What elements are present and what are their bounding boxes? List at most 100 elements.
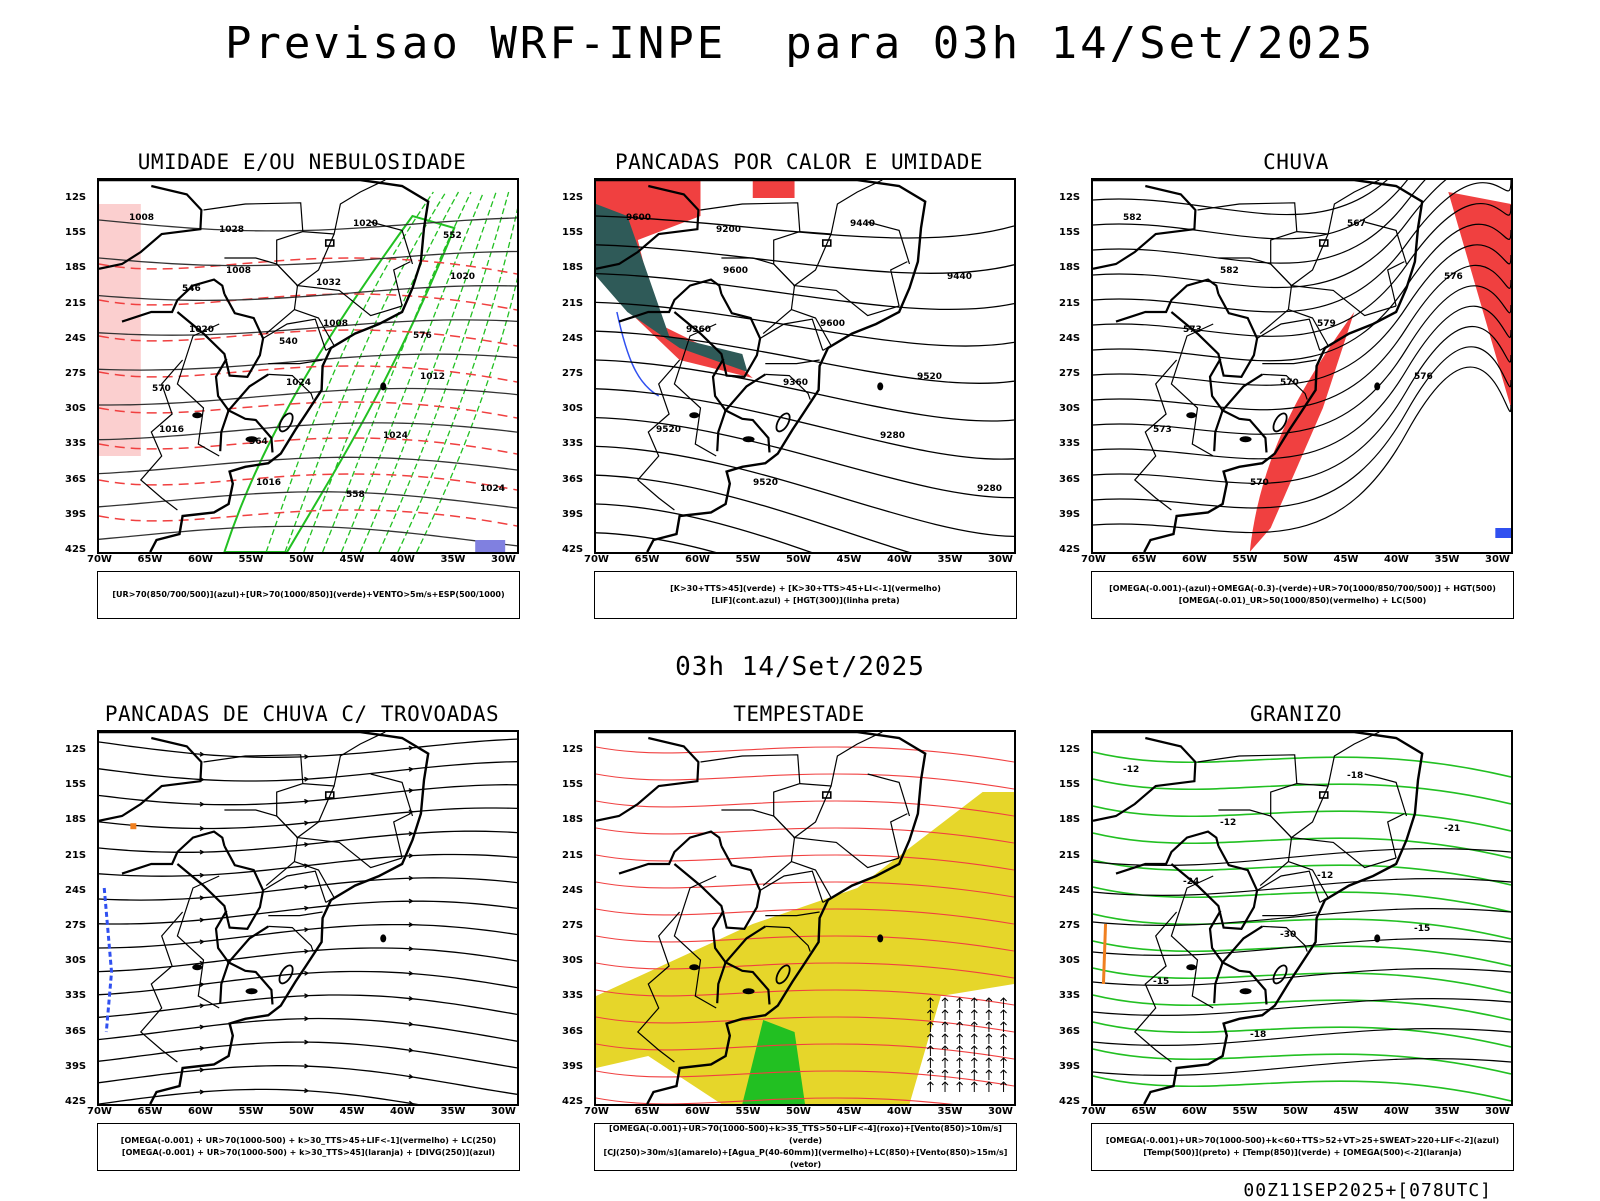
lon-tick-label: 45W bbox=[836, 554, 862, 565]
map-drawing-umidade: 1008 1008 1008 1012 1016 1016 1020 1020 1020 1024… bbox=[99, 180, 517, 552]
lat-tick-label: 33S bbox=[65, 438, 87, 450]
lon-tick-label: 60W bbox=[685, 554, 710, 565]
lat-tick-label: 18S bbox=[562, 262, 584, 274]
forecast-time-title: 03h 14/Set/2025 bbox=[675, 652, 925, 682]
lat-tick-label: 33S bbox=[562, 438, 584, 450]
lon-tick-label: 40W bbox=[1384, 1106, 1409, 1117]
legend-umidade: [UR>70(850/700/500)](azul)+[UR>70(1000/8… bbox=[97, 571, 520, 619]
contour-label: -12 bbox=[1220, 818, 1236, 828]
lon-tick-label: 70W bbox=[1081, 1106, 1106, 1117]
lon-tick-label: 30W bbox=[988, 1106, 1013, 1117]
lon-tick-label: 35W bbox=[937, 554, 963, 565]
lon-tick-label: 65W bbox=[1131, 1106, 1157, 1117]
legend-line: [UR>70(850/700/500)](azul)+[UR>70(1000/8… bbox=[112, 590, 505, 599]
lat-tick-label: 18S bbox=[1059, 814, 1081, 826]
map-drawing-tempestade bbox=[596, 732, 1014, 1104]
lat-tick-label: 27S bbox=[1059, 920, 1081, 931]
legend-line: [OMEGA(-0.01)_UR>50(1000/850)(vermelho) … bbox=[1178, 596, 1427, 605]
lon-tick-label: 65W bbox=[634, 554, 660, 565]
legend-line: [Temp(500)](preto) + [Temp(850)](verde) … bbox=[1143, 1148, 1462, 1157]
lat-tick-label: 36S bbox=[65, 473, 87, 485]
contour-label: 582 bbox=[1220, 266, 1239, 276]
lat-tick-label: 36S bbox=[562, 473, 584, 485]
lon-tick-label: 65W bbox=[137, 554, 163, 565]
lat-tick-label: 12S bbox=[1059, 744, 1081, 755]
lon-tick-label: 60W bbox=[188, 554, 213, 565]
lon-tick-label: 50W bbox=[1283, 554, 1308, 565]
lat-tick-label: 15S bbox=[1059, 779, 1081, 791]
panel-title-granizo: GRANIZO bbox=[1249, 702, 1342, 726]
legend-line: [OMEGA(-0.001)+UR>70(1000-500)+k>35_TTS>… bbox=[609, 1124, 1002, 1145]
lon-tick-label: 70W bbox=[87, 1106, 112, 1117]
lat-tick-label: 42S bbox=[65, 1096, 87, 1107]
contour-label: 1016 bbox=[159, 425, 184, 435]
legend-granizo: [OMEGA(-0.001)+UR>70(1000-500)+k<60+TTS>… bbox=[1091, 1123, 1514, 1171]
lon-tick-label: 35W bbox=[440, 554, 466, 565]
lon-tick-label: 65W bbox=[1131, 554, 1157, 565]
contour-label: 1012 bbox=[420, 372, 445, 382]
lat-tick-label: 12S bbox=[65, 192, 87, 203]
lat-tick-label: 24S bbox=[562, 884, 584, 896]
contour-label: 546 bbox=[182, 284, 201, 294]
legend-pancadas-calor: [K>30+TTS>45](verde) + [K>30+TTS>45+LI<-… bbox=[594, 571, 1017, 619]
panel-title-trovoadas: PANCADAS DE CHUVA C/ TROVOADAS bbox=[104, 702, 500, 726]
lat-tick-label: 15S bbox=[65, 227, 87, 239]
lat-tick-label: 27S bbox=[1059, 368, 1081, 379]
model-run-label: 00Z11SEP2025+[078UTC] bbox=[1243, 1180, 1492, 1201]
lon-tick-label: 30W bbox=[491, 554, 516, 565]
map-umidade: 1008 1008 1008 1012 1016 1016 1020 1020 1020 1024… bbox=[97, 178, 519, 554]
lat-tick-label: 39S bbox=[1059, 1060, 1081, 1072]
contour-label: 1016 bbox=[256, 478, 281, 488]
lat-tick-label: 15S bbox=[65, 779, 87, 791]
contour-label: 576 bbox=[1414, 372, 1433, 382]
map-drawing-chuva: 582 582 579 576 573 570 567 576 573 570 bbox=[1093, 180, 1511, 552]
lat-tick-label: 21S bbox=[1059, 849, 1081, 861]
lat-tick-label: 18S bbox=[562, 814, 584, 826]
contour-label: 9200 bbox=[716, 225, 741, 235]
contour-label: 9600 bbox=[723, 266, 748, 276]
contour-label: 564 bbox=[249, 437, 268, 447]
lon-tick-label: 55W bbox=[735, 554, 761, 565]
legend-line: [CJ(250)>30m/s](amarelo)+[Agua_P(40-60mm… bbox=[603, 1148, 1008, 1169]
contour-label: 567 bbox=[1347, 219, 1366, 229]
lon-tick-label: 65W bbox=[634, 1106, 660, 1117]
contour-label: 579 bbox=[1317, 319, 1336, 329]
lat-tick-label: 36S bbox=[562, 1025, 584, 1037]
legend-chuva: [OMEGA(-0.001)-(azul)+OMEGA(-0.3)-(verde… bbox=[1091, 571, 1514, 619]
legend-line: [LIF](cont.azul) + [HGT(300)](linha pret… bbox=[711, 596, 900, 605]
lat-tick-label: 15S bbox=[562, 227, 584, 239]
map-tempestade bbox=[594, 730, 1016, 1106]
contour-label: 558 bbox=[346, 490, 365, 500]
lat-tick-label: 33S bbox=[1059, 990, 1081, 1002]
lon-tick-label: 70W bbox=[87, 554, 112, 565]
lon-tick-label: 45W bbox=[339, 1106, 365, 1117]
main-title: Previsao WRF-INPE para 03h 14/Set/2025 bbox=[224, 18, 1376, 69]
lon-tick-label: 40W bbox=[887, 554, 912, 565]
map-drawing-pancadas-calor: 9600 9600 9600 9520 9520 9520 9440 9440 9360 9360… bbox=[596, 180, 1014, 552]
lon-tick-label: 60W bbox=[188, 1106, 213, 1117]
lat-tick-label: 39S bbox=[562, 1060, 584, 1072]
lon-tick-label: 30W bbox=[988, 554, 1013, 565]
contour-label: 1028 bbox=[219, 225, 244, 235]
map-chuva: 582 582 579 576 573 570 567 576 573 570 bbox=[1091, 178, 1513, 554]
lon-tick-label: 70W bbox=[1081, 554, 1106, 565]
lon-tick-label: 55W bbox=[735, 1106, 761, 1117]
lat-tick-label: 30S bbox=[562, 955, 584, 967]
lat-tick-label: 12S bbox=[562, 192, 584, 203]
lon-tick-label: 70W bbox=[584, 554, 609, 565]
contour-label: 9280 bbox=[880, 431, 905, 441]
panel-title-pancadas-calor: PANCADAS POR CALOR E UMIDADE bbox=[614, 150, 983, 174]
lon-tick-label: 40W bbox=[390, 554, 415, 565]
lon-tick-label: 55W bbox=[1232, 554, 1258, 565]
lon-tick-label: 30W bbox=[491, 1106, 516, 1117]
lat-tick-label: 30S bbox=[65, 403, 87, 415]
contour-label: -18 bbox=[1347, 771, 1363, 781]
contour-label: 1008 bbox=[323, 319, 348, 329]
contour-label: 570 bbox=[1280, 378, 1299, 388]
lat-tick-label: 21S bbox=[1059, 297, 1081, 309]
lat-tick-label: 12S bbox=[562, 744, 584, 755]
contour-label: -21 bbox=[1444, 824, 1460, 834]
lon-tick-label: 55W bbox=[238, 554, 264, 565]
lon-tick-label: 40W bbox=[390, 1106, 415, 1117]
lon-tick-label: 65W bbox=[137, 1106, 163, 1117]
